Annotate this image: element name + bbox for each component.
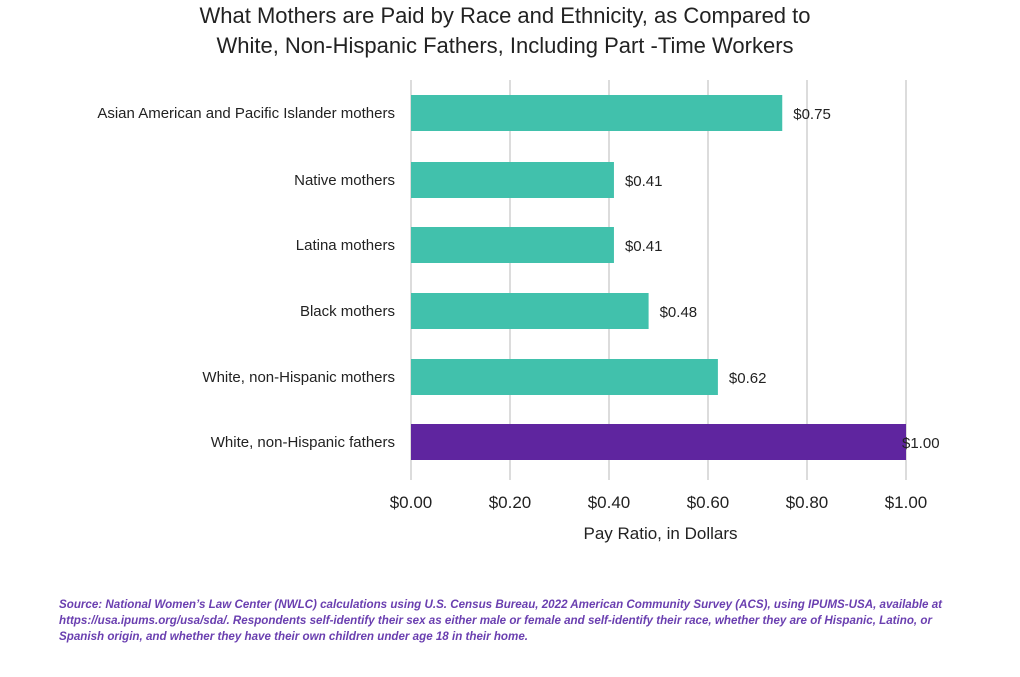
- plot-area: $0.00 $0.20 $0.40 $0.60 $0.80 $1.00 Asian Amer…: [97, 80, 940, 543]
- bar: [411, 95, 783, 131]
- category-label: Latina mothers: [296, 237, 395, 254]
- bar: [411, 359, 718, 395]
- x-tick-label: $0.80: [786, 493, 829, 512]
- data-label: $0.75: [793, 106, 831, 123]
- category-label: Native mothers: [294, 172, 395, 189]
- source-note: Source: National Women’s Law Center (NWL…: [59, 598, 943, 643]
- bar: [411, 293, 649, 329]
- x-axis-label: Pay Ratio, in Dollars: [583, 524, 737, 543]
- x-tick-label: $0.60: [687, 493, 730, 512]
- category-label: Asian American and Pacific Islander moth…: [97, 105, 395, 122]
- data-label: $0.41: [625, 238, 663, 255]
- category-label: Black mothers: [300, 303, 395, 320]
- x-tick-label: $0.20: [489, 493, 532, 512]
- x-tick-label: $0.00: [390, 493, 433, 512]
- data-label: $0.41: [625, 173, 663, 190]
- x-tick-label: $1.00: [885, 493, 928, 512]
- bar: [411, 162, 614, 198]
- category-label: White, non-Hispanic mothers: [202, 369, 395, 386]
- chart-title-line-2: White, Non-Hispanic Fathers, Including P…: [216, 33, 794, 58]
- x-tick-label: $0.40: [588, 493, 631, 512]
- data-label: $0.62: [729, 370, 767, 387]
- bar: [411, 424, 906, 460]
- chart-title-line-1: What Mothers are Paid by Race and Ethnic…: [199, 3, 811, 28]
- data-label: $0.48: [660, 304, 698, 321]
- data-label: $1.00: [902, 435, 940, 452]
- bar: [411, 227, 614, 263]
- category-label: White, non-Hispanic fathers: [211, 434, 395, 451]
